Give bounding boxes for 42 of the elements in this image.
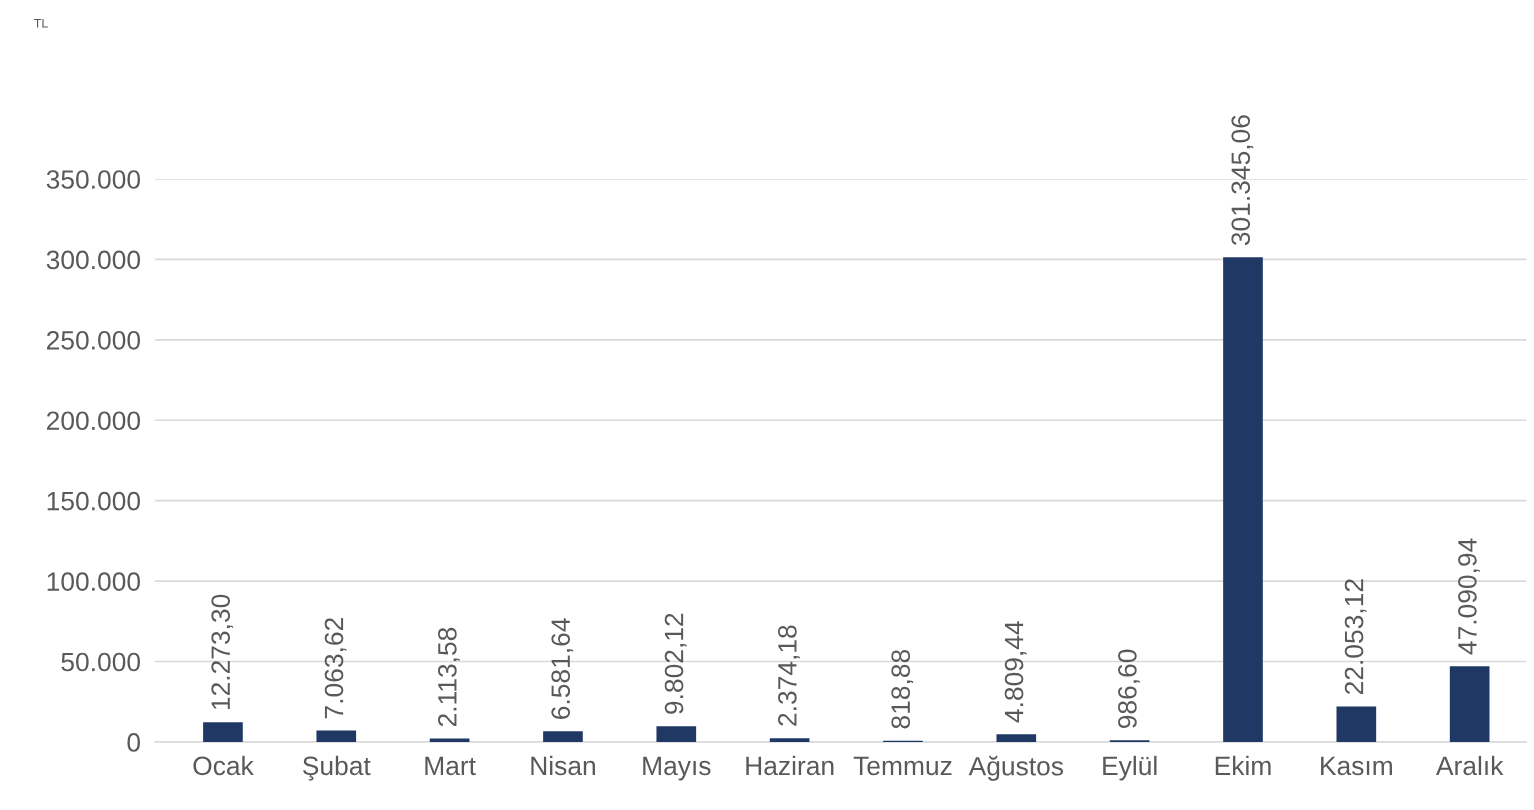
data-label: 22.053,12 — [1344, 579, 1367, 695]
x-tick-label: Ağustos — [968, 755, 1064, 781]
x-tick-label: Mayıs — [643, 756, 711, 781]
data-label: 4.809,44 — [1004, 621, 1027, 723]
y-tick-label: 150.000 — [47, 491, 141, 511]
bar — [1336, 706, 1377, 742]
y-tick-label: 350.000 — [46, 170, 141, 189]
y-tick-label: 200.000 — [46, 411, 141, 431]
x-tick-label: Ocak — [193, 755, 254, 776]
x-tick-label: Şubat — [303, 755, 371, 781]
bar — [656, 726, 697, 742]
x-tick-label: Haziran — [746, 755, 834, 776]
bar — [1223, 257, 1263, 742]
y-tick-label: 100.000 — [47, 572, 141, 591]
x-tick-label: Temmuz — [853, 756, 952, 776]
x-tick-label: Ekim — [1215, 755, 1271, 775]
data-label: 47.090,94 — [1458, 538, 1480, 655]
y-tick-label: 50.000 — [61, 652, 141, 672]
bar — [769, 738, 810, 742]
x-tick-label: Nisan — [531, 755, 595, 776]
data-label: 9.802,12 — [664, 613, 687, 714]
bar — [996, 734, 1037, 742]
bar — [203, 722, 243, 742]
data-label: 2.113,58 — [438, 627, 460, 727]
y-tick-label: 300.000 — [46, 250, 141, 270]
data-label: 818,88 — [891, 649, 914, 729]
data-label: 12.273,30 — [211, 594, 234, 710]
data-label: 2.374,18 — [778, 625, 800, 726]
x-tick-label: Aralık — [1435, 755, 1504, 776]
bar — [543, 731, 583, 742]
x-tick-label: Eylül — [1103, 755, 1157, 781]
x-tick-label: Kasım — [1321, 756, 1392, 776]
y-tick-label: 0 — [127, 733, 141, 752]
bar — [316, 730, 357, 742]
bar — [1449, 666, 1490, 742]
text: TL — [34, 18, 48, 28]
data-label: 986,60 — [1118, 649, 1140, 729]
data-label: 6.581,64 — [551, 618, 574, 719]
data-label: 301.345,06 — [1231, 115, 1254, 246]
y-tick-label: 250.000 — [46, 330, 141, 350]
data-label: 7.063,62 — [324, 618, 347, 719]
x-tick-label: Mart — [425, 756, 476, 776]
